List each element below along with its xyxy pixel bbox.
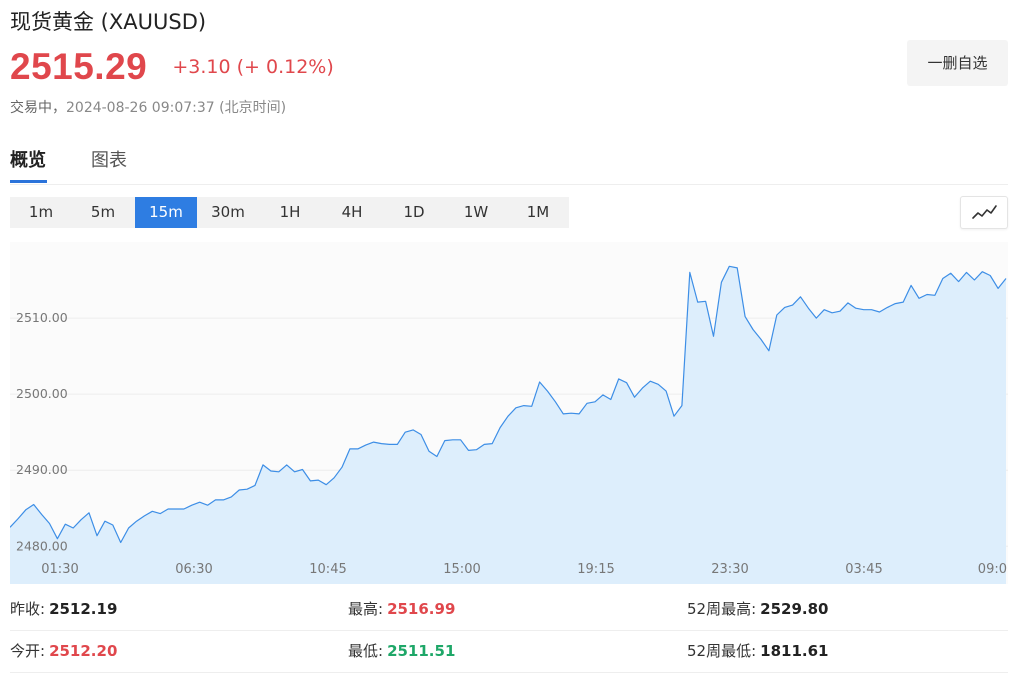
price-chart[interactable]: 2480.00 2490.00 2500.00 2510.00 01:30 06:30 10… [9, 242, 1008, 584]
stat-prev-close: 昨收: 2512.19 [10, 588, 117, 630]
x-tick-label: 10:45 [309, 562, 346, 577]
period-4h[interactable]: 4H [341, 203, 363, 221]
x-tick-label: 23:30 [711, 562, 748, 577]
stat-value: 2512.20 [49, 642, 118, 660]
y-tick-label: 2490.00 [16, 462, 68, 477]
stats-row: 今开: 2512.20 最低: 2511.51 52周最低: 1811.61 [10, 630, 1008, 673]
tab-chart[interactable]: 图表 [91, 146, 127, 172]
stat-52w-low: 52周最低: 1811.61 [687, 630, 828, 672]
remove-watchlist-button[interactable]: 一删自选 [907, 40, 1008, 86]
y-tick-label: 2480.00 [16, 538, 68, 553]
stat-value: 2529.80 [760, 600, 829, 618]
stat-label: 52周最低: [687, 642, 757, 660]
line-chart-icon [972, 205, 997, 219]
chart-type-button[interactable] [960, 196, 1008, 229]
price-chart-svg: 2480.00 2490.00 2500.00 2510.00 01:30 06:30 10… [9, 265, 1008, 584]
x-tick-label: 15:00 [443, 562, 480, 577]
price-line [9, 265, 1007, 544]
x-tick-label: 19:15 [577, 562, 614, 577]
trading-status: 交易中，2024-08-26 09:07:37 (北京时间) [10, 97, 286, 117]
stat-value: 2512.19 [49, 600, 118, 618]
stat-label: 最高: [348, 600, 384, 618]
period-15m[interactable]: 15m [135, 197, 197, 228]
tab-overview-label: 概览 [10, 150, 46, 171]
x-tick-label: 03:45 [845, 562, 882, 577]
stat-label: 今开: [10, 642, 46, 660]
status-text: 交易中， [10, 100, 66, 116]
price-area [10, 266, 1006, 584]
y-tick-label: 2500.00 [16, 386, 68, 401]
x-tick-label: 09:0 [978, 562, 1007, 577]
period-30m[interactable]: 30m [211, 203, 245, 221]
stat-52w-high: 52周最高: 2529.80 [687, 588, 828, 630]
page-title: 现货黄金 (XAUUSD) [10, 10, 207, 34]
stat-value: 2516.99 [387, 600, 456, 618]
period-1h[interactable]: 1H [279, 203, 301, 221]
price-change: +3.10 (+ 0.12%) [172, 56, 334, 78]
status-timestamp: 2024-08-26 09:07:37 (北京时间) [66, 100, 287, 116]
tab-bar: 概览 图表 [10, 144, 1008, 185]
period-1d[interactable]: 1D [403, 203, 425, 221]
x-tick-label: 06:30 [175, 562, 212, 577]
active-tab-indicator [10, 180, 47, 183]
stat-value: 2511.51 [387, 642, 456, 660]
stat-label: 最低: [348, 642, 384, 660]
x-tick-label: 01:30 [41, 562, 78, 577]
period-selector: 1m 5m 15m 30m 1H 4H 1D 1W 1M [10, 197, 569, 228]
stat-label: 昨收: [10, 600, 46, 618]
stat-value: 1811.61 [760, 642, 829, 660]
period-1m[interactable]: 1m [28, 203, 54, 221]
stat-label: 52周最高: [687, 600, 757, 618]
stat-open: 今开: 2512.20 [10, 630, 117, 672]
y-tick-label: 2510.00 [16, 310, 68, 325]
price-row: 2515.29 +3.10 (+ 0.12%) [10, 46, 334, 88]
stats-row: 昨收: 2512.19 最高: 2516.99 52周最高: 2529.80 [10, 588, 1008, 631]
tab-chart-label: 图表 [91, 150, 127, 171]
stat-high: 最高: 2516.99 [348, 588, 455, 630]
stat-low: 最低: 2511.51 [348, 630, 455, 672]
period-5m[interactable]: 5m [90, 203, 116, 221]
period-1w[interactable]: 1W [463, 203, 489, 221]
current-price: 2515.29 [10, 46, 148, 87]
period-1mo[interactable]: 1M [526, 203, 550, 221]
tab-overview[interactable]: 概览 [10, 146, 46, 172]
